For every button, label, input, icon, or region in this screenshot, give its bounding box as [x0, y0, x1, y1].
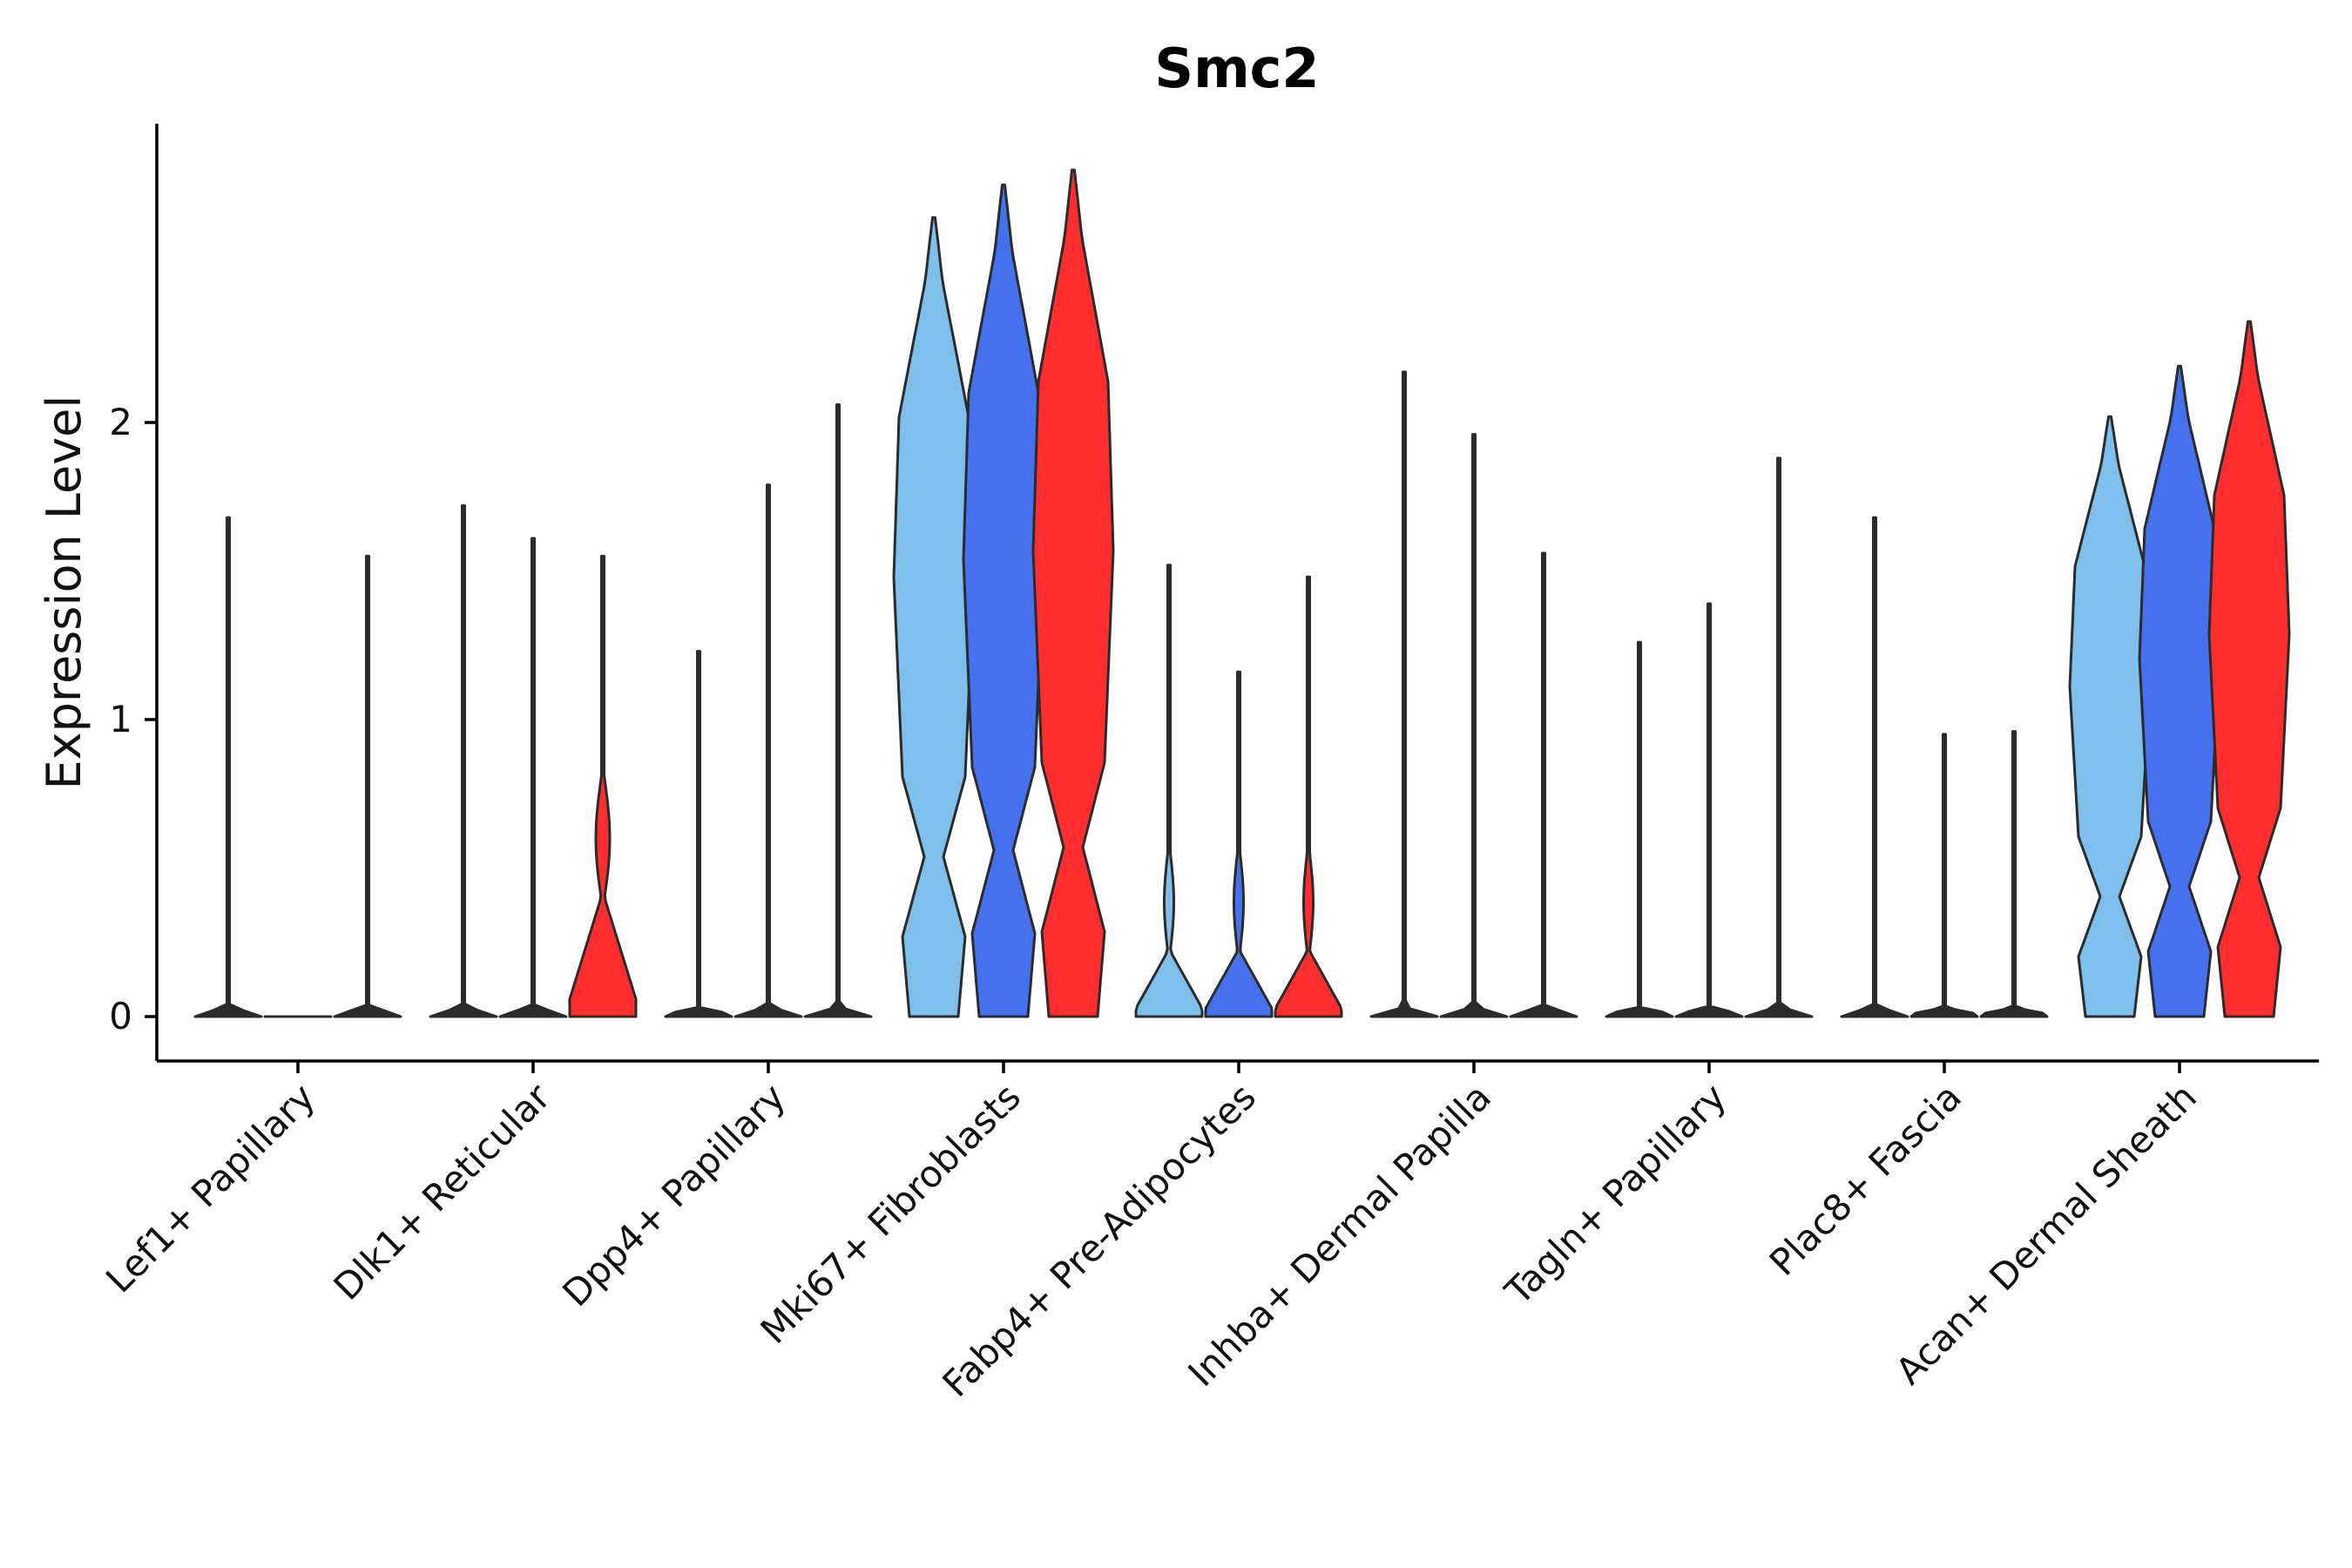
violin-3-split-3 — [803, 403, 873, 1018]
x-tick-label: Dlk1+ Reticular — [326, 1075, 559, 1308]
x-tick-label: Dpp4+ Papillary — [554, 1075, 794, 1315]
violin-2-split-3 — [568, 554, 638, 1018]
y-tick-label: 0 — [109, 995, 132, 1037]
x-tick-label: Plac8+ Fascia — [1761, 1075, 1970, 1283]
x-tick-label: Lef1+ Papillary — [98, 1075, 323, 1301]
y-tick-label: 2 — [109, 401, 132, 443]
violin-9-split-3 — [2207, 320, 2291, 1018]
y-axis-label: Expression Level — [37, 395, 91, 790]
violin-4-split-3 — [1031, 168, 1115, 1018]
violin-5-split-3 — [1274, 575, 1343, 1018]
violin-8-split-3 — [1979, 730, 2049, 1018]
violin-7-split-1 — [1605, 640, 1674, 1018]
violin-3-split-1 — [664, 650, 733, 1018]
x-tick-label: Mki67+ Fibroblasts — [753, 1075, 1029, 1351]
violin-9-split-1 — [2068, 415, 2152, 1018]
chart-title: Smc2 — [1154, 37, 1319, 100]
y-tick-label: 1 — [109, 698, 132, 740]
y-axis-ticks: 0 1 2 — [109, 401, 157, 1037]
violin-4-split-2 — [962, 183, 1045, 1018]
violin-8-split-2 — [1909, 733, 1979, 1018]
x-tick-label: Tagln+ Papillary — [1497, 1075, 1734, 1313]
violin-1-split-1 — [193, 516, 263, 1018]
violin-layer — [193, 168, 2291, 1018]
violin-5-split-2 — [1204, 670, 1274, 1018]
violin-8-split-1 — [1840, 516, 1909, 1018]
violin-7-split-3 — [1744, 456, 1814, 1018]
violin-6-split-1 — [1369, 370, 1439, 1018]
violin-2-split-2 — [498, 537, 568, 1018]
violin-5-split-1 — [1134, 564, 1204, 1018]
violin-3-split-2 — [733, 483, 803, 1018]
violin-6-split-2 — [1439, 433, 1509, 1018]
violin-9-split-2 — [2138, 364, 2221, 1018]
violin-1-split-3 — [333, 554, 402, 1018]
violin-4-split-1 — [892, 216, 976, 1018]
violin-7-split-2 — [1674, 602, 1744, 1018]
violin-6-split-3 — [1509, 551, 1578, 1018]
violin-2-split-1 — [429, 504, 498, 1018]
